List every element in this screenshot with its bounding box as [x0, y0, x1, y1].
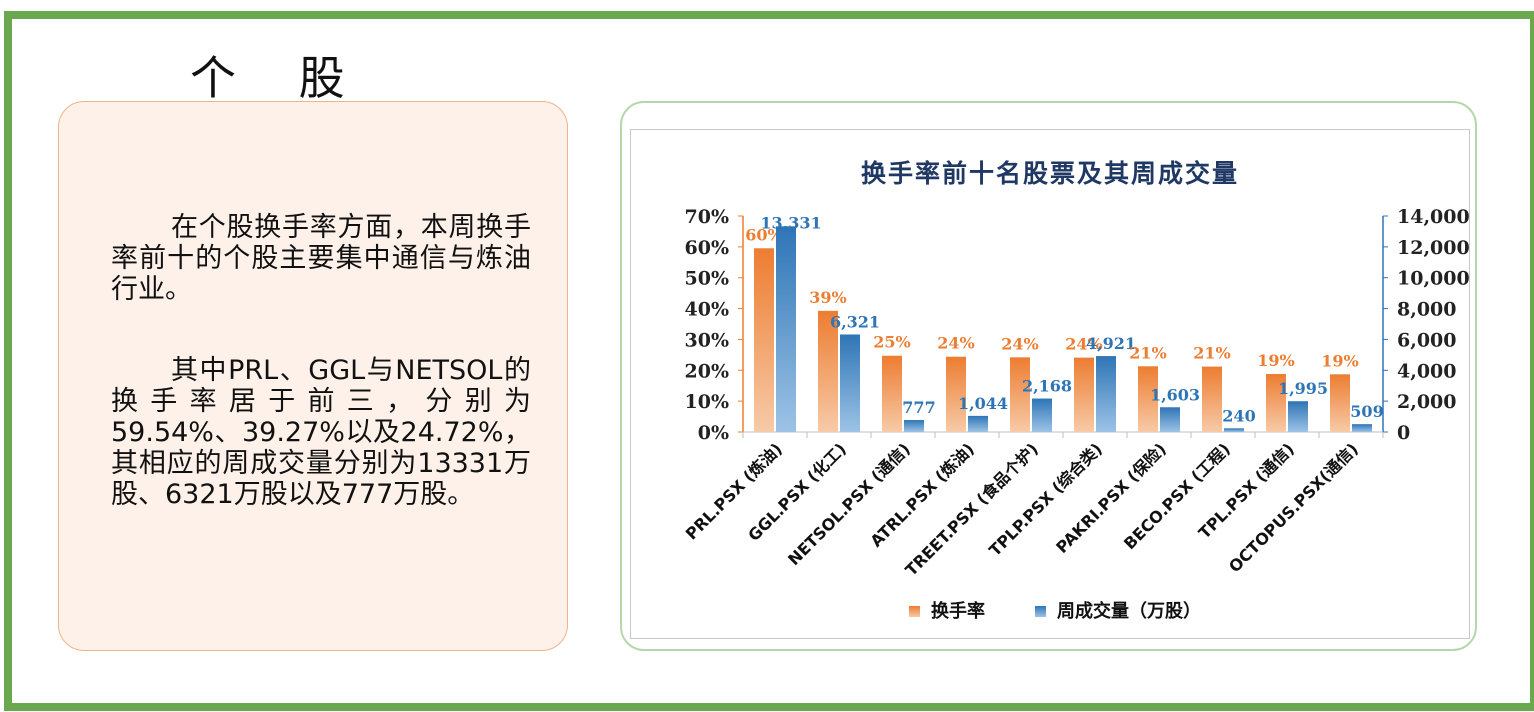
chart-panel: 换手率前十名股票及其周成交量 0% 10% 20% 30% 40% 50% 60% 70% 0 2,…: [620, 101, 1477, 651]
x-category-label: BECO.PSX (工程): [1120, 439, 1234, 553]
right-tick-label: 14,000: [1397, 206, 1469, 228]
right-tick-label: 2,000: [1397, 391, 1457, 413]
bar-volume: [840, 334, 860, 432]
bar-turnover: [1138, 366, 1158, 432]
left-tick-label: 30%: [685, 329, 730, 351]
data-label-volume: 13,331: [760, 213, 821, 232]
right-tick-label: 10,000: [1397, 268, 1469, 290]
data-label-volume: 1,995: [1278, 379, 1328, 398]
legend-swatch-volume: [1035, 606, 1046, 617]
chart-area: 换手率前十名股票及其周成交量 0% 10% 20% 30% 40% 50% 60% 70% 0 2,…: [630, 129, 1470, 639]
left-tick-label: 50%: [685, 268, 730, 290]
data-label-volume: 777: [902, 398, 935, 417]
left-tick-label: 0%: [698, 422, 729, 444]
text-panel: 在个股换手率方面，本周换手率前十的个股主要集中通信与炼油行业。 其中PRL、GG…: [58, 101, 568, 651]
data-label-volume: 1,603: [1150, 385, 1200, 404]
right-tick-label: 12,000: [1397, 237, 1469, 259]
outer-frame: [4, 11, 1534, 711]
data-label-volume: 6,321: [830, 312, 880, 331]
bar-volume: [1352, 424, 1372, 432]
bar-volume: [1096, 356, 1116, 432]
right-tick-label: 4,000: [1397, 360, 1457, 382]
data-label-volume: 2,168: [1022, 377, 1072, 396]
x-category-label: NETSOL.PSX (通信): [784, 439, 914, 569]
data-label-volume: 509: [1350, 402, 1383, 421]
data-label-turnover: 21%: [1193, 344, 1230, 363]
bar-turnover: [818, 310, 838, 432]
bar-volume: [968, 415, 988, 432]
data-label-volume: 1,044: [958, 394, 1008, 413]
bar-turnover: [946, 356, 966, 432]
bar-turnover: [1010, 357, 1030, 432]
left-tick-label: 20%: [685, 360, 730, 382]
x-category-label: OCTOPUS.PSX(通信): [1225, 439, 1362, 576]
turnover-volume-chart: 换手率前十名股票及其周成交量 0% 10% 20% 30% 40% 50% 60% 70% 0 2,…: [682, 159, 1469, 622]
bar-volume: [1224, 428, 1244, 432]
bar-turnover: [882, 355, 902, 432]
data-label-turnover: 60%: [745, 225, 782, 244]
x-category-label: TREET.PSX (食品个护): [902, 439, 1042, 579]
left-tick-label: 40%: [685, 299, 730, 321]
right-tick-label: 0: [1397, 422, 1410, 444]
paragraph-top-three: 其中PRL、GGL与NETSOL的换手率居于前三，分别为59.54%、39.27…: [111, 355, 531, 510]
bar-volume: [904, 420, 924, 432]
data-label-turnover: 25%: [873, 333, 910, 352]
left-tick-label: 60%: [685, 237, 730, 259]
bar-volume: [1032, 398, 1052, 432]
bar-volume: [1160, 407, 1180, 432]
bar-volume: [1288, 401, 1308, 432]
bar-turnover: [1266, 373, 1286, 432]
left-tick-label: 70%: [685, 206, 730, 228]
data-label-turnover: 19%: [1257, 351, 1294, 370]
paragraph-turnover-summary: 在个股换手率方面，本周换手率前十的个股主要集中通信与炼油行业。: [111, 212, 531, 305]
data-label-volume: 4,921: [1086, 334, 1136, 353]
x-category-label: TPLP.PSX (综合类): [985, 439, 1106, 560]
data-label-turnover: 24%: [937, 334, 974, 353]
data-label-turnover: 19%: [1321, 351, 1358, 370]
data-label-turnover: 24%: [1001, 334, 1038, 353]
data-label-volume: 240: [1222, 406, 1255, 425]
right-tick-label: 6,000: [1397, 329, 1457, 351]
data-label-turnover: 21%: [1129, 343, 1166, 362]
legend-label-turnover: 换手率: [931, 600, 985, 622]
bar-turnover: [1330, 374, 1350, 432]
legend-label-volume: 周成交量（万股）: [1057, 600, 1201, 622]
bar-volume: [776, 226, 796, 432]
right-tick-label: 8,000: [1397, 299, 1457, 321]
data-label-turnover: 39%: [809, 288, 846, 307]
data-label-turnover: 24%: [1065, 335, 1102, 354]
bar-turnover: [754, 248, 774, 432]
bar-turnover: [1202, 366, 1222, 432]
bar-turnover: [1074, 357, 1094, 432]
x-category-label: PAKRI.PSX (保险): [1052, 439, 1170, 557]
left-tick-label: 10%: [685, 391, 730, 413]
chart-title: 换手率前十名股票及其周成交量: [861, 159, 1239, 188]
legend-swatch-turnover: [909, 606, 920, 617]
